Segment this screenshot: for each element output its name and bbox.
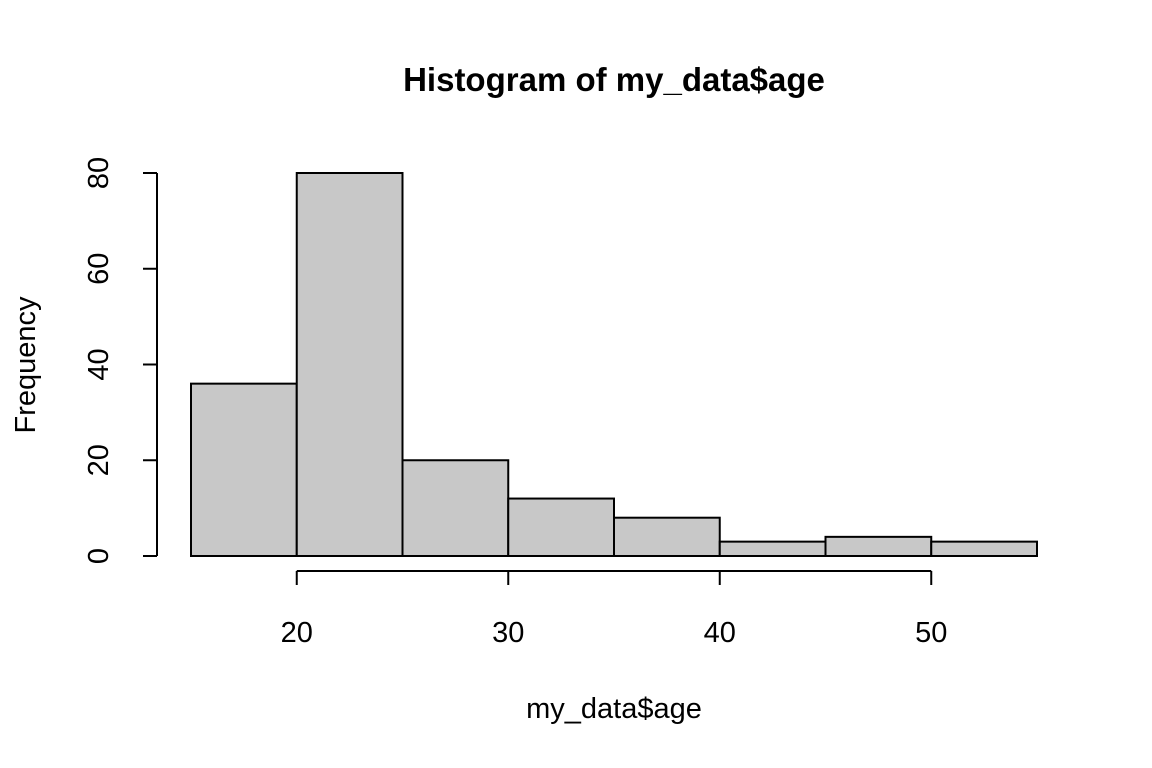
histogram-bar-7 bbox=[930, 540, 1038, 558]
histogram-bar-5 bbox=[718, 540, 827, 558]
histogram-bar-3 bbox=[507, 497, 615, 557]
y-axis-label: Frequency bbox=[10, 296, 42, 434]
bars-group bbox=[190, 172, 1038, 558]
y-tick-label: 80 bbox=[83, 157, 115, 189]
x-tick-label: 40 bbox=[704, 617, 736, 649]
x-tick-label: 20 bbox=[281, 617, 313, 649]
x-tick-label: 30 bbox=[492, 617, 524, 649]
histogram-bar-0 bbox=[190, 382, 298, 557]
y-tick-label: 60 bbox=[83, 253, 115, 285]
y-axis: 0 20 40 60 80 bbox=[83, 157, 158, 564]
chart-title: Histogram of my_data$age bbox=[403, 61, 825, 98]
x-axis-label: my_data$age bbox=[526, 693, 702, 725]
x-tick-label: 50 bbox=[915, 617, 947, 649]
y-tick-label: 20 bbox=[83, 444, 115, 476]
histogram-bar-2 bbox=[401, 459, 510, 557]
y-tick-label: 40 bbox=[83, 348, 115, 380]
histogram-bar-6 bbox=[824, 535, 933, 557]
histogram-bar-4 bbox=[613, 516, 721, 558]
histogram-bar-1 bbox=[295, 172, 404, 557]
y-tick-label: 0 bbox=[83, 548, 115, 564]
x-axis: 20 30 40 50 bbox=[281, 570, 947, 649]
